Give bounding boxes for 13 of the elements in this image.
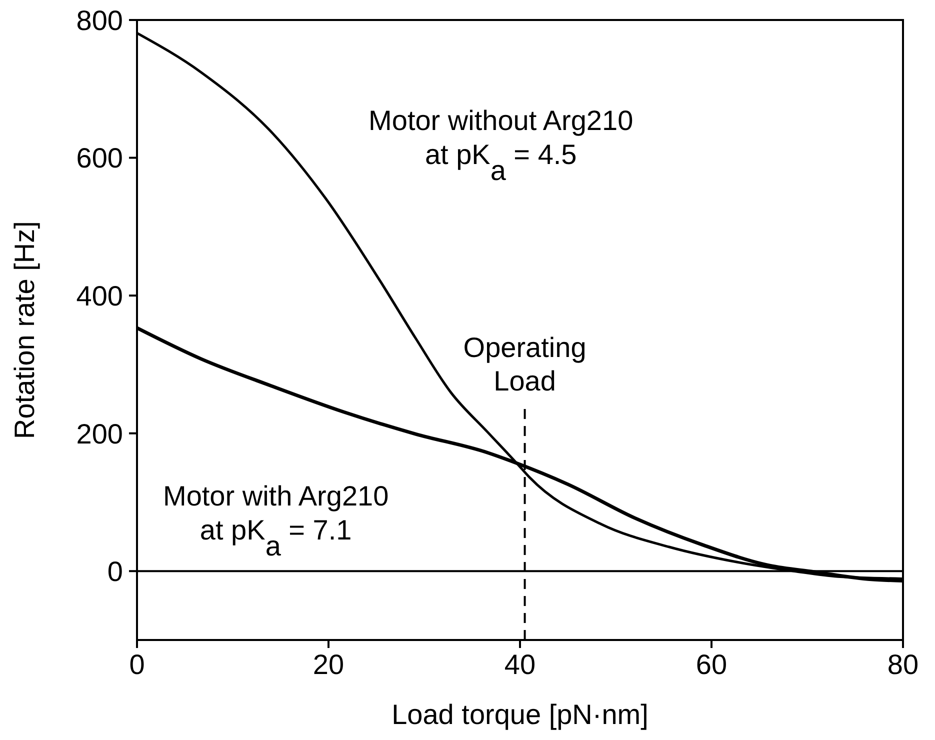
x-tick-label: 60 (696, 648, 728, 680)
y-tick-label: 400 (76, 280, 123, 312)
x-tick-label: 40 (504, 648, 536, 680)
x-tick-label: 0 (129, 648, 145, 680)
y-tick-label: 600 (76, 142, 123, 174)
y-tick-label: 200 (76, 418, 123, 450)
x-tick-label: 80 (887, 648, 919, 680)
ref-line-label: Operating Load (463, 332, 586, 396)
x-axis-title: Load torque [pN·nm] (392, 699, 648, 730)
y-tick-label: 0 (107, 556, 123, 588)
y-tick-label: 800 (76, 4, 123, 36)
x-tick-label: 20 (312, 648, 344, 680)
y-axis-title: Rotation rate [Hz] (9, 221, 40, 439)
